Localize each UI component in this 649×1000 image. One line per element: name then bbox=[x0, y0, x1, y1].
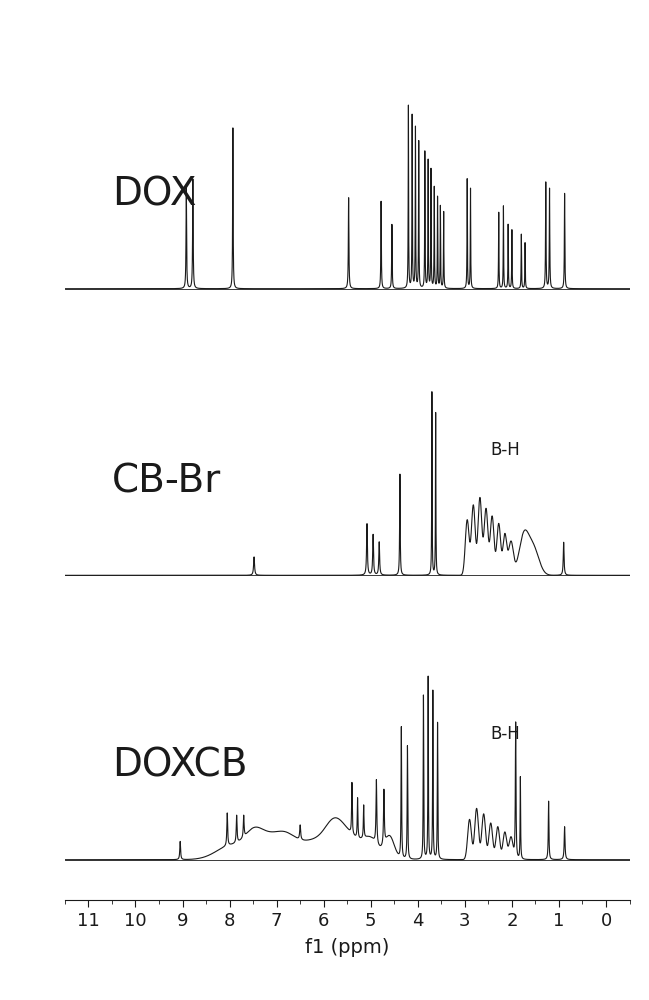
Text: DOXCB: DOXCB bbox=[112, 747, 247, 785]
Text: DOX: DOX bbox=[112, 176, 197, 214]
Text: B-H: B-H bbox=[491, 725, 520, 743]
X-axis label: f1 (ppm): f1 (ppm) bbox=[305, 938, 389, 957]
Text: CB-Br: CB-Br bbox=[112, 462, 221, 500]
Text: B-H: B-H bbox=[491, 441, 520, 459]
